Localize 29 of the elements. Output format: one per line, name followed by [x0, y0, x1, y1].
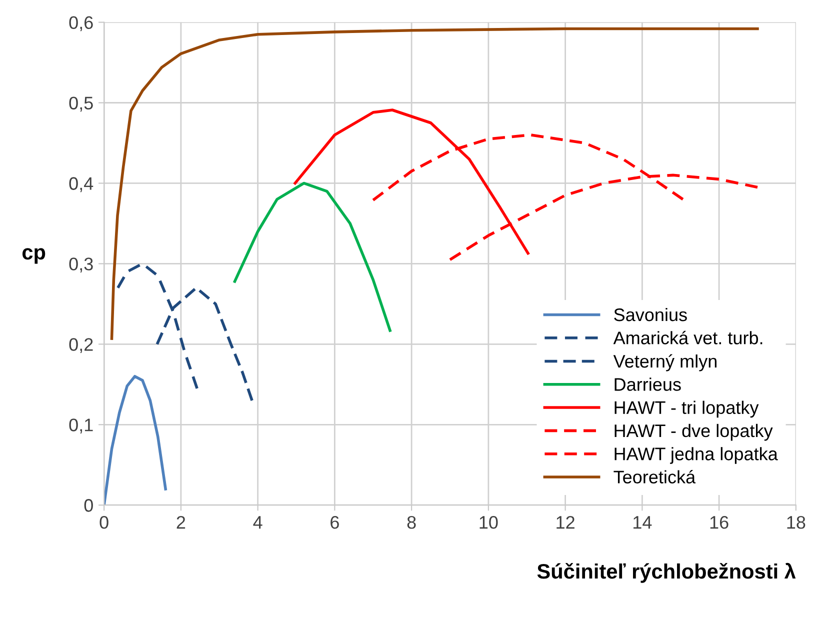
x-tick-label: 8 — [407, 516, 416, 529]
x-tick-label: 12 — [556, 516, 574, 529]
x-tick-label: 2 — [176, 516, 186, 529]
x-axis-title: Súčiniteľ rýchlobežnosti λ — [537, 562, 796, 583]
x-tick-label: 0 — [100, 516, 108, 529]
legend-label: HAWT jedna lopatka — [614, 447, 778, 464]
x-tick-label: 4 — [253, 516, 262, 529]
legend-label: Darrieus — [614, 378, 681, 391]
legend-label: Teoretická — [614, 470, 696, 484]
y-tick-label: 0,4 — [69, 177, 94, 192]
y-tick-label: 0,6 — [69, 16, 93, 32]
x-tick-label: 14 — [634, 516, 652, 529]
line-series — [104, 374, 167, 506]
line-series — [233, 182, 392, 332]
y-tick-label: 0,5 — [69, 96, 93, 112]
y-axis-title: cp — [22, 248, 46, 264]
legend-label: Amarická vet. turb. — [613, 330, 762, 344]
y-tick-label: 0,2 — [69, 338, 93, 354]
legend-label: Veterný mlyn — [613, 354, 716, 372]
y-tick-label: 0 — [84, 499, 93, 512]
y-tick-label: 0,1 — [69, 418, 93, 434]
x-tick-label: 16 — [710, 516, 728, 529]
x-tick-label: 18 — [787, 516, 806, 529]
legend-label: HAWT - dve lopatky — [614, 424, 773, 441]
x-tick-label: 10 — [480, 516, 498, 529]
legend-label: Savonius — [614, 308, 687, 322]
y-tick-label: 0,3 — [69, 258, 93, 273]
x-tick-label: 6 — [330, 516, 339, 529]
legend-label: HAWT - tri lopatky — [614, 400, 759, 418]
